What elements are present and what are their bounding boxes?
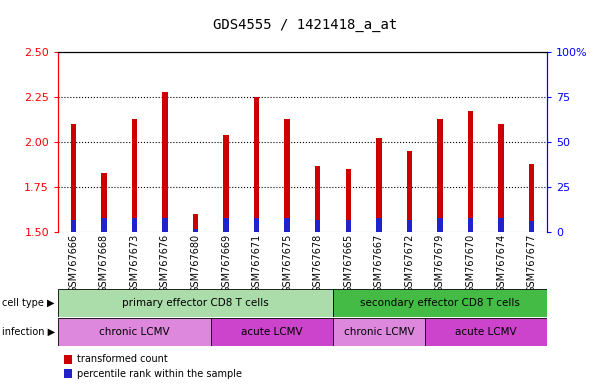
Text: GDS4555 / 1421418_a_at: GDS4555 / 1421418_a_at bbox=[213, 18, 398, 32]
Bar bbox=[407, 220, 412, 232]
Bar bbox=[315, 166, 320, 232]
Bar bbox=[224, 135, 229, 232]
Text: percentile rank within the sample: percentile rank within the sample bbox=[77, 369, 242, 379]
Bar bbox=[58, 318, 211, 346]
Bar bbox=[224, 218, 229, 232]
Bar bbox=[437, 119, 442, 232]
Bar bbox=[71, 220, 76, 232]
Bar bbox=[376, 139, 381, 232]
Bar bbox=[529, 164, 535, 232]
Bar bbox=[211, 318, 333, 346]
Bar bbox=[407, 151, 412, 232]
Bar bbox=[254, 218, 259, 232]
Bar bbox=[254, 97, 259, 232]
Bar bbox=[132, 119, 137, 232]
Bar bbox=[285, 119, 290, 232]
Text: cell type ▶: cell type ▶ bbox=[2, 298, 55, 308]
Bar bbox=[58, 289, 333, 317]
Bar bbox=[529, 222, 535, 232]
Bar bbox=[468, 111, 473, 232]
Text: acute LCMV: acute LCMV bbox=[241, 327, 302, 337]
Bar bbox=[333, 318, 425, 346]
Text: infection ▶: infection ▶ bbox=[2, 327, 55, 337]
Bar bbox=[193, 214, 199, 232]
Bar bbox=[346, 169, 351, 232]
Bar bbox=[101, 173, 107, 232]
Bar bbox=[468, 218, 473, 232]
Text: chronic LCMV: chronic LCMV bbox=[343, 327, 414, 337]
Bar bbox=[163, 91, 167, 232]
Bar bbox=[163, 218, 167, 232]
Text: acute LCMV: acute LCMV bbox=[455, 327, 516, 337]
Bar bbox=[425, 318, 547, 346]
Text: transformed count: transformed count bbox=[77, 354, 168, 364]
Bar bbox=[437, 218, 442, 232]
Bar bbox=[101, 218, 107, 232]
Bar bbox=[499, 124, 503, 232]
Bar bbox=[315, 220, 320, 232]
Bar bbox=[376, 218, 381, 232]
Bar bbox=[333, 289, 547, 317]
Bar bbox=[346, 220, 351, 232]
Text: primary effector CD8 T cells: primary effector CD8 T cells bbox=[122, 298, 269, 308]
Bar bbox=[499, 218, 503, 232]
Bar bbox=[132, 218, 137, 232]
Text: chronic LCMV: chronic LCMV bbox=[99, 327, 170, 337]
Bar bbox=[193, 229, 199, 232]
Bar bbox=[285, 218, 290, 232]
Text: secondary effector CD8 T cells: secondary effector CD8 T cells bbox=[360, 298, 520, 308]
Bar bbox=[71, 124, 76, 232]
